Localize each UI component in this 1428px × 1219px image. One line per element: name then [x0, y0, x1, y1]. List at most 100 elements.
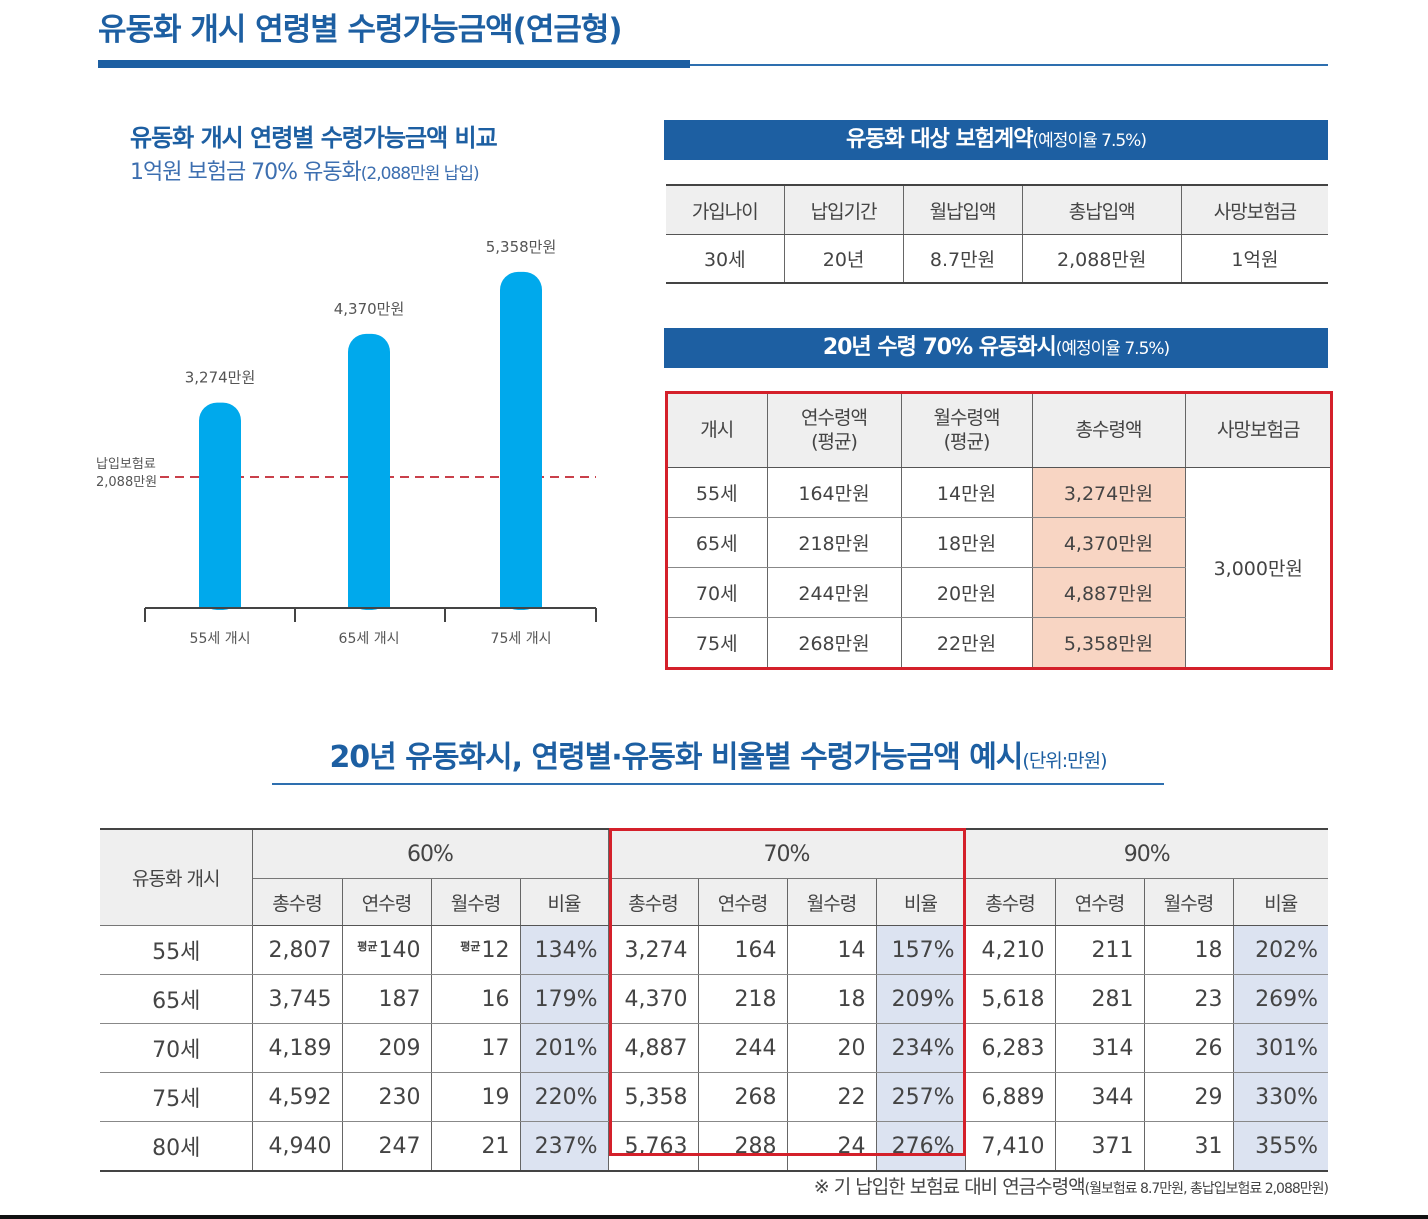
annuity-total: 4,887만원 — [1032, 567, 1186, 618]
cell-90-monthly: 29 — [1144, 1072, 1234, 1122]
cell-90-ratio: 330% — [1233, 1072, 1328, 1122]
average-badge: 평균 — [460, 939, 481, 953]
annuity-age: 75세 — [667, 617, 768, 667]
cell-70-ratio: 234% — [876, 1023, 966, 1073]
annuity-death-benefit: 3,000만원 — [1185, 467, 1331, 668]
annuity-header-monthly: 월수령액 (평균) — [901, 393, 1033, 468]
contract-row: 30세 20년 8.7만원 2,088만원 1억원 — [666, 234, 1328, 284]
chart-title: 유동화 개시 연령별 수령가능금액 비교 — [130, 124, 498, 152]
contract-header-row: 가입나이 납입기간 월납입액 총납입액 사망보험금 — [666, 184, 1328, 235]
cell-90-monthly: 23 — [1144, 974, 1234, 1024]
cell-90-ratio: 301% — [1233, 1023, 1328, 1073]
bar-base — [348, 588, 390, 608]
examples-age: 55세 — [100, 925, 253, 975]
subheader-monthly: 월수령 — [431, 878, 521, 926]
examples-title-unit: (단위:만원) — [1022, 750, 1107, 772]
cell-90-annual: 211 — [1055, 925, 1145, 975]
examples-age: 65세 — [100, 974, 253, 1024]
contract-cell: 8.7만원 — [903, 234, 1023, 284]
annuity-age: 65세 — [667, 517, 768, 568]
cell-60-total: 4,592 — [252, 1072, 343, 1122]
subheader-monthly: 월수령 — [1144, 878, 1234, 926]
cell-70-ratio: 276% — [876, 1121, 966, 1172]
cell-70-ratio: 257% — [876, 1072, 966, 1122]
cell-90-monthly: 18 — [1144, 925, 1234, 975]
examples-title-main: 20년 유동화시, 연령별·유동화 비율별 수령가능금액 예시 — [329, 740, 1023, 775]
cell-60-ratio: 201% — [520, 1023, 609, 1073]
cell-60-annual: 230 — [342, 1072, 432, 1122]
cell-60-total: 3,745 — [252, 974, 343, 1024]
bar — [199, 402, 241, 610]
examples-group-90: 90% — [965, 828, 1328, 879]
annuity-total: 4,370만원 — [1032, 517, 1186, 568]
average-badge: 평균 — [357, 939, 378, 953]
subheader-ratio: 비율 — [876, 878, 966, 926]
cell-90-total: 4,210 — [965, 925, 1056, 975]
examples-age: 80세 — [100, 1121, 253, 1172]
annuity-annual: 244만원 — [767, 567, 902, 618]
chart-subtitle: 1억원 보험금 70% 유동화(2,088만원 납입) — [130, 154, 480, 186]
cell-60-annual-value: 140 — [378, 937, 421, 963]
examples-row: 75세 4,592 230 19 220% 5,358 268 22 257% … — [100, 1072, 1328, 1122]
cell-70-monthly: 24 — [787, 1121, 877, 1172]
page-title: 유동화 개시 연령별 수령가능금액(연금형) — [98, 12, 623, 48]
cell-60-total: 2,807 — [252, 925, 343, 975]
cell-60-monthly: 평균12 — [431, 925, 521, 975]
annuity-annual: 218만원 — [767, 517, 902, 568]
examples-row: 55세 2,807 평균140 평균12 134% 3,274 164 14 1… — [100, 925, 1328, 975]
contract-header: 납입기간 — [784, 184, 904, 235]
annuity-banner: 20년 수령 70% 유동화시(예정이율 7.5%) — [664, 328, 1328, 368]
subheader-total: 총수령 — [608, 878, 699, 926]
annuity-header-monthly-line1: 월수령액 — [933, 407, 1001, 429]
contract-header: 월납입액 — [903, 184, 1023, 235]
annuity-annual: 268만원 — [767, 617, 902, 667]
cell-60-ratio: 237% — [520, 1121, 609, 1172]
annuity-banner-note: (예정이율 7.5%) — [1055, 339, 1170, 359]
annuity-monthly: 14만원 — [901, 467, 1033, 518]
category-label: 55세 개시 — [190, 631, 251, 647]
cell-60-ratio: 179% — [520, 974, 609, 1024]
subheader-annual: 연수령 — [1055, 878, 1145, 926]
cell-60-annual: 209 — [342, 1023, 432, 1073]
subheader-ratio: 비율 — [1233, 878, 1328, 926]
cell-70-total: 5,358 — [608, 1072, 699, 1122]
cell-90-total: 5,618 — [965, 974, 1056, 1024]
annuity-row: 70세 244만원 20만원 4,887만원 — [667, 567, 1331, 618]
category-label: 75세 개시 — [491, 631, 552, 647]
examples-row: 80세 4,940 247 21 237% 5,763 288 24 276% … — [100, 1121, 1328, 1172]
examples-group-header-row: 유동화 개시 60% 70% 90% — [100, 828, 1328, 926]
footnote-main: ※ 기 납입한 보험료 대비 연금수령액 — [813, 1176, 1086, 1198]
cell-70-annual: 244 — [698, 1023, 788, 1073]
cell-90-annual: 344 — [1055, 1072, 1145, 1122]
chart-subtitle-note: (2,088만원 납입) — [360, 164, 480, 184]
cell-90-ratio: 269% — [1233, 974, 1328, 1024]
subheader-monthly: 월수령 — [787, 878, 877, 926]
category-label: 65세 개시 — [339, 631, 400, 647]
cell-90-annual: 314 — [1055, 1023, 1145, 1073]
contract-cell: 20년 — [784, 234, 904, 284]
bar-value-label: 5,358만원 — [486, 238, 557, 256]
examples-row: 70세 4,189 209 17 201% 4,887 244 20 234% … — [100, 1023, 1328, 1073]
contract-table: 가입나이 납입기간 월납입액 총납입액 사망보험금 30세 20년 8.7만원 … — [666, 184, 1328, 284]
chart-subtitle-main: 1억원 보험금 70% 유동화 — [130, 160, 362, 185]
cell-90-annual: 371 — [1055, 1121, 1145, 1172]
bar-base — [500, 588, 542, 608]
annuity-age: 55세 — [667, 467, 768, 518]
annuity-monthly: 22만원 — [901, 617, 1033, 667]
cell-60-monthly: 17 — [431, 1023, 521, 1073]
annuity-header-start: 개시 — [667, 393, 768, 468]
cell-60-monthly: 21 — [431, 1121, 521, 1172]
cell-90-ratio: 355% — [1233, 1121, 1328, 1172]
cell-60-annual: 187 — [342, 974, 432, 1024]
examples-age: 70세 — [100, 1023, 253, 1073]
annuity-monthly: 18만원 — [901, 517, 1033, 568]
annuity-row: 75세 268만원 22만원 5,358만원 — [667, 617, 1331, 667]
cell-60-monthly-value: 12 — [481, 937, 510, 963]
cell-60-annual: 247 — [342, 1121, 432, 1172]
cell-90-monthly: 31 — [1144, 1121, 1234, 1172]
reference-value-label: 2,088만원 — [96, 475, 157, 490]
cell-90-annual: 281 — [1055, 974, 1145, 1024]
bar — [348, 333, 390, 610]
highlight-70-box — [609, 828, 966, 1156]
cell-70-annual: 164 — [698, 925, 788, 975]
